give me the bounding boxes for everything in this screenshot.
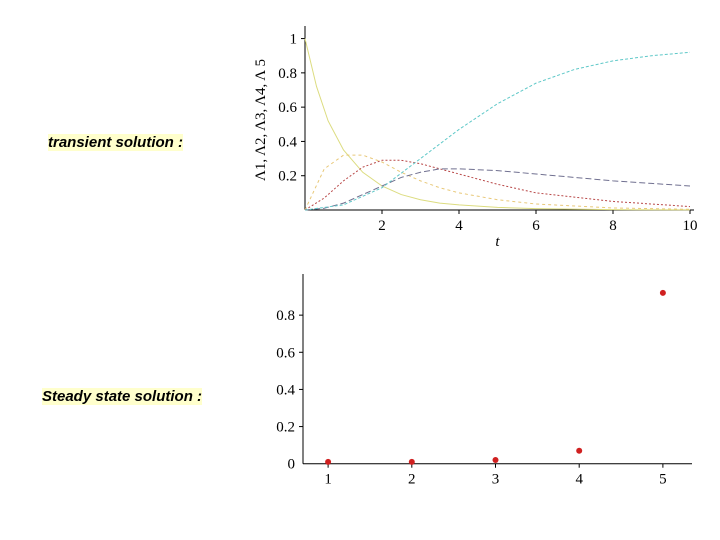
svg-text:t: t (495, 234, 500, 250)
steady-state-chart: 0.2 0.4 0.6 0.8 0 1 2 3 4 5 (258, 268, 698, 508)
svg-text:10: 10 (683, 218, 698, 234)
series-1 (305, 39, 690, 210)
steady-state-point (493, 457, 499, 463)
series-4 (305, 169, 690, 210)
svg-text:0.4: 0.4 (276, 382, 295, 398)
steady-state-solution-label: Steady state solution : (42, 388, 202, 405)
svg-text:Λ1, Λ2, Λ3, Λ4, Λ 5: Λ1, Λ2, Λ3, Λ4, Λ 5 (253, 59, 269, 181)
svg-text:0.6: 0.6 (278, 100, 297, 116)
svg-text:0.4: 0.4 (278, 134, 297, 150)
svg-text:1: 1 (290, 32, 298, 48)
series-5 (305, 52, 690, 210)
svg-text:5: 5 (659, 472, 667, 488)
svg-text:3: 3 (492, 472, 500, 488)
transient-solution-label: transient solution : (48, 134, 183, 151)
series-3 (305, 160, 690, 210)
svg-text:2: 2 (378, 218, 386, 234)
transient-chart: 0.2 0.4 0.6 0.8 1 2 4 6 8 10 t Λ1, Λ2, Λ3, Λ4, Λ 5 (250, 20, 700, 250)
svg-text:2: 2 (408, 472, 416, 488)
svg-text:0: 0 (288, 457, 296, 473)
steady-state-point (409, 459, 415, 465)
svg-text:0.6: 0.6 (276, 345, 295, 361)
svg-text:0.2: 0.2 (278, 169, 297, 185)
svg-text:4: 4 (455, 218, 463, 234)
svg-text:0.8: 0.8 (278, 66, 297, 82)
svg-text:1: 1 (324, 472, 332, 488)
svg-text:6: 6 (532, 218, 540, 234)
steady-state-point (576, 448, 582, 454)
svg-text:0.2: 0.2 (276, 420, 295, 436)
svg-text:8: 8 (609, 218, 617, 234)
steady-state-point (325, 459, 331, 465)
steady-state-point (660, 290, 666, 296)
svg-text:4: 4 (575, 472, 583, 488)
svg-text:0.8: 0.8 (276, 308, 295, 324)
